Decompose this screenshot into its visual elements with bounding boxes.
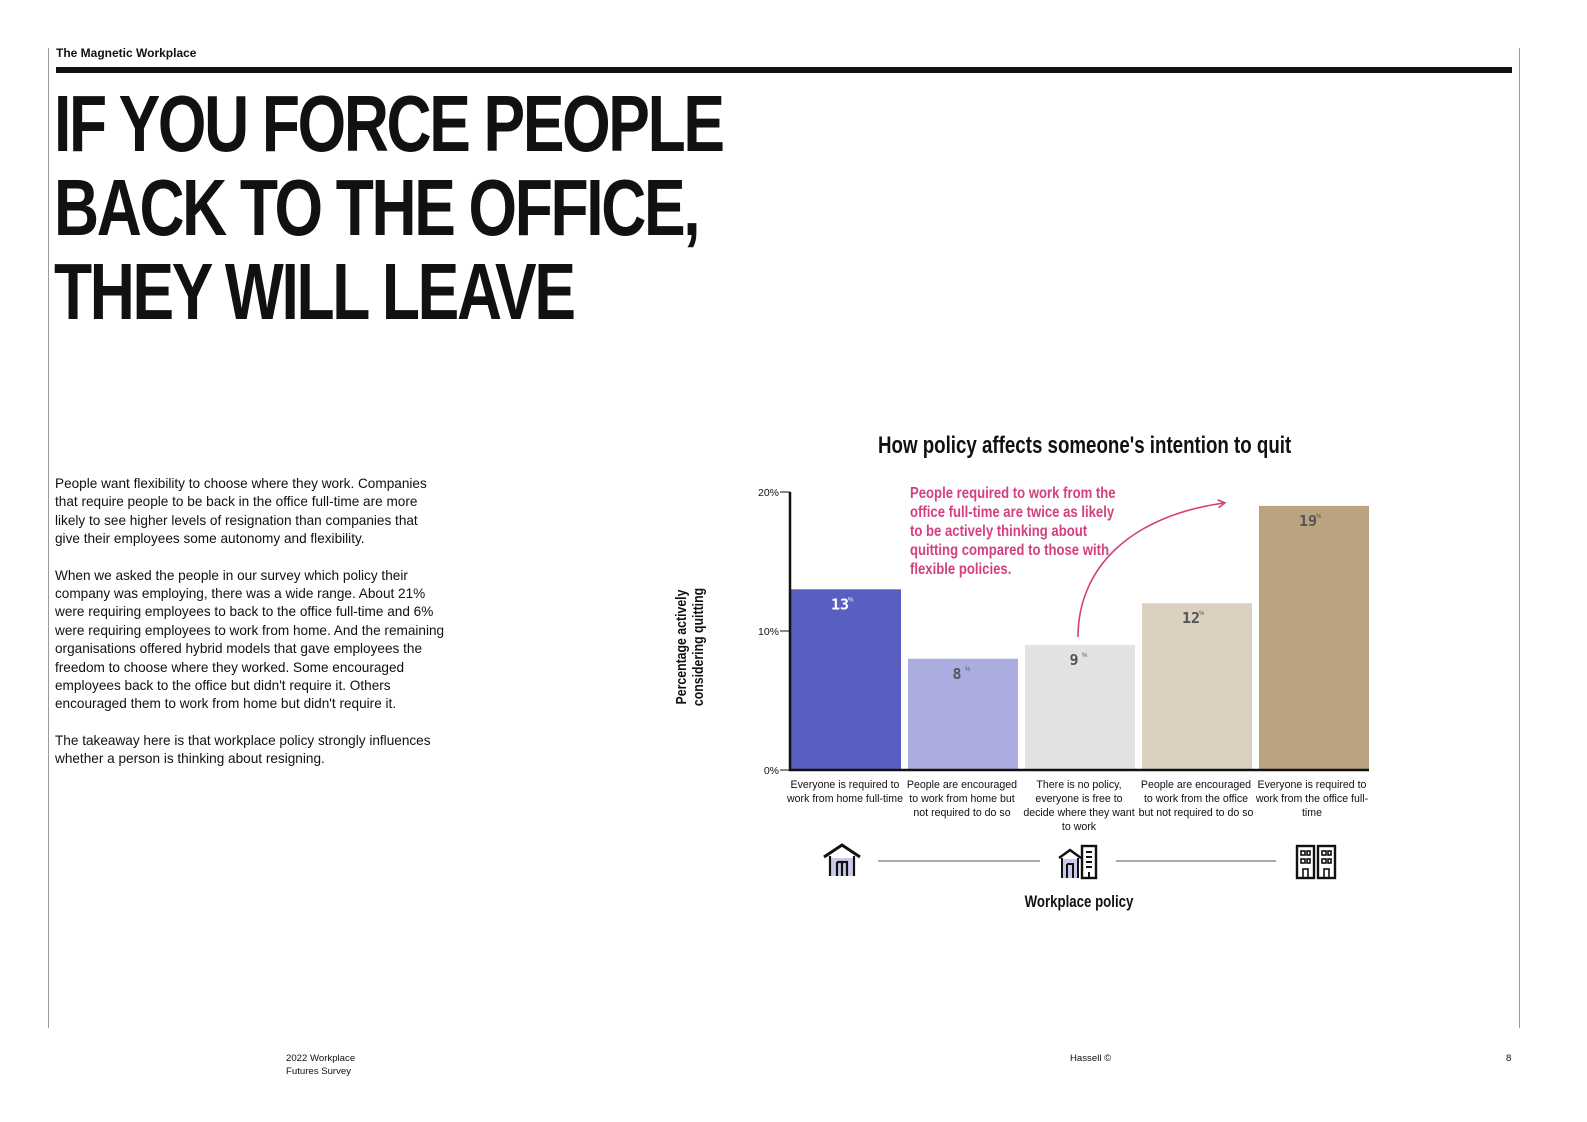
- bar-2: [908, 658, 1018, 770]
- left-margin-line: [48, 48, 49, 1028]
- footer-copyright: Hassell ©: [1070, 1053, 1112, 1064]
- bar-4: [1142, 603, 1252, 770]
- bar-value-suffix-2: %: [965, 667, 971, 673]
- y-tick-label-2: 10%: [758, 626, 779, 638]
- bar-value-label-1: 13: [831, 595, 849, 613]
- headline-line-2: BACK TO THE OFFICE,: [54, 163, 701, 252]
- chart-annotation: People required to work from the office …: [910, 485, 1116, 578]
- bar-value-label-2: 8: [952, 665, 961, 683]
- body-text: People want flexibility to choose where …: [55, 475, 445, 787]
- y-tick-label-3: 20%: [758, 487, 779, 499]
- body-paragraph-2: When we asked the people in our survey w…: [55, 567, 445, 712]
- bar-value-label-4: 12: [1182, 609, 1200, 627]
- category-label-1: Everyone is required to work from home f…: [787, 779, 903, 805]
- bar-3: [1025, 644, 1135, 770]
- bar-1: [791, 589, 901, 770]
- headline-line-1: IF YOU FORCE PEOPLE: [54, 79, 725, 168]
- chart-title: How policy affects someone's intention t…: [878, 432, 1292, 459]
- page-headline: IF YOU FORCE PEOPLE BACK TO THE OFFICE, …: [54, 79, 725, 336]
- office-building-icon: [1295, 844, 1337, 880]
- annotation-arrow: [1077, 499, 1227, 638]
- footer-publication-line-1: 2022 Workplace: [286, 1053, 356, 1064]
- footer-publication: 2022 Workplace Futures Survey: [286, 1052, 355, 1078]
- headline-line-3: THEY WILL LEAVE: [54, 247, 576, 336]
- body-paragraph-1: People want flexibility to choose where …: [55, 476, 427, 547]
- category-label-2: People are encouraged to work from home …: [906, 779, 1018, 819]
- category-label-5: Everyone is required to work from the of…: [1255, 779, 1369, 819]
- category-label-3: There is no policy, everyone is free to …: [1023, 779, 1135, 833]
- bar-value-label-3: 9: [1069, 651, 1078, 669]
- mixed-buildings-icon: [1058, 844, 1098, 880]
- page-number: 8: [1506, 1053, 1512, 1064]
- header-rule: [56, 67, 1512, 73]
- bar-value-label-5: 19: [1299, 512, 1317, 530]
- right-margin-line: [1519, 48, 1520, 1028]
- bar-value-suffix-1: %: [848, 597, 854, 603]
- house-icon: [823, 843, 861, 876]
- running-title: The Magnetic Workplace: [56, 46, 197, 60]
- bar-5: [1259, 505, 1369, 770]
- footer-publication-line-2: Futures Survey: [286, 1066, 352, 1077]
- body-paragraph-3: The takeaway here is that workplace poli…: [55, 732, 431, 767]
- bar-value-suffix-5: %: [1316, 514, 1322, 520]
- bar-value-suffix-4: %: [1199, 611, 1205, 617]
- y-tick-label-1: 0%: [764, 765, 779, 777]
- bar-value-suffix-3: %: [1082, 653, 1088, 659]
- category-label-4: People are encouraged to work from the o…: [1138, 779, 1254, 819]
- x-axis-label: Workplace policy: [1024, 892, 1134, 911]
